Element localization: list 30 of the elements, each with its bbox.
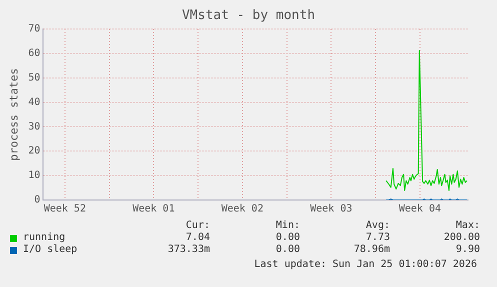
y-tick-label: 70 [28, 24, 40, 35]
x-tick-label: Week 04 [398, 204, 441, 215]
text: 7.73 [364, 232, 390, 244]
y-tick-label: 60 [28, 48, 40, 60]
y-tick-label: 10 [28, 170, 40, 182]
x-tick-label: Week 03 [310, 204, 352, 215]
y-tick-label: 50 [28, 72, 40, 84]
text: 78.96m [352, 244, 390, 256]
x-tick-label: Week 01 [132, 204, 175, 215]
text: 9.90 [454, 244, 480, 256]
x-tick-label: Week 52 [44, 204, 86, 215]
text: Avg: [364, 220, 390, 232]
y-axis-title: process states [7, 68, 20, 161]
chart-title: VMstat - by month [180, 8, 316, 23]
y-tick-label: 40 [28, 96, 40, 108]
x-tick-label: Week 02 [221, 204, 264, 215]
text: Last update: Sun Jan 25 01:00:07 2026 [254, 259, 477, 270]
text: 200.00 [442, 232, 480, 244]
text: 373.33m [166, 244, 210, 256]
y-tick-label: 20 [28, 146, 40, 157]
text: 0.00 [274, 232, 300, 244]
y-tick-label: 30 [28, 121, 40, 132]
text: Cur: [184, 220, 210, 232]
legend-label: running [23, 232, 66, 244]
legend-label: I/O sleep [23, 244, 78, 256]
text: Max: [454, 220, 480, 232]
text: 7.04 [184, 232, 210, 244]
text: Min: [274, 220, 300, 232]
text: 0.00 [274, 244, 300, 256]
y-tick-label: 0 [34, 194, 40, 206]
